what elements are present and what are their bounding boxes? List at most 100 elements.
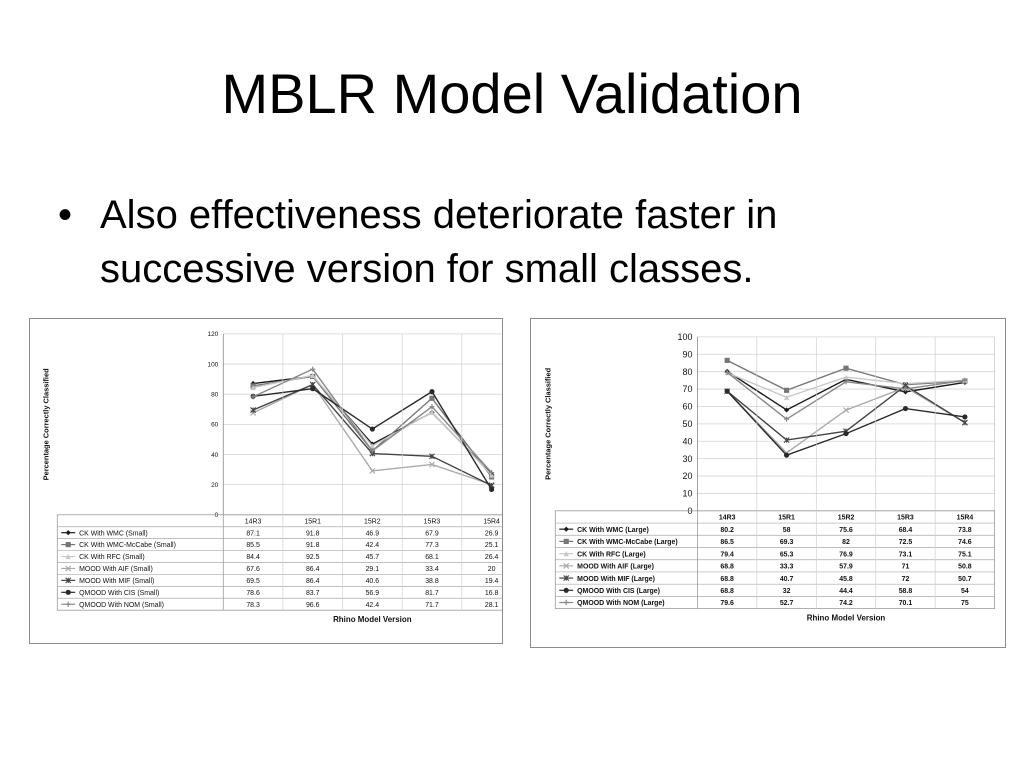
chart-1-legend-marker — [563, 551, 569, 557]
chart-1-data-label: 68.8 — [720, 564, 734, 571]
chart-0-y-tick-label: 60 — [211, 422, 219, 429]
chart-0-data-label: 77.3 — [425, 542, 439, 549]
chart-0-y-tick-label: 20 — [211, 482, 219, 489]
bullet-dot-icon: • — [58, 193, 73, 237]
chart-1-data-label: 74.2 — [839, 600, 853, 607]
chart-0-legend-entry: QMOOD With CIS (Small) — [79, 590, 159, 597]
chart-1-data-label: 75.1 — [958, 551, 972, 558]
chart-1-data-point — [962, 377, 968, 383]
chart-1-legend-entry: QMOOD With CIS (Large) — [577, 588, 660, 595]
chart-0-category-label: 14R3 — [245, 518, 262, 525]
chart-0-y-tick-label: 80 — [211, 391, 219, 398]
chart-1-data-point — [902, 389, 909, 395]
chart-1-y-tick-label: 20 — [683, 471, 693, 481]
chart-1-x-axis-label: Rhino Model Version — [807, 614, 886, 623]
chart-0-category-label: 15R1 — [304, 518, 321, 525]
chart-0-data-point — [489, 469, 495, 476]
chart-0-data-point — [369, 448, 375, 454]
chart-1-data-label: 58 — [783, 527, 791, 534]
chart-1-data-point — [724, 357, 730, 363]
chart-0-x-axis-label: Rhino Model Version — [333, 615, 412, 624]
chart-1-data-point — [783, 437, 790, 444]
chart-1-y-tick-label: 60 — [683, 402, 693, 412]
chart-0-series-line — [252, 368, 493, 473]
chart-1-legend-marker — [563, 538, 569, 544]
chart-1-category-label: 15R4 — [957, 515, 974, 522]
chart-1-data-label: 68.8 — [720, 576, 734, 583]
chart-1-data-label: 75.6 — [839, 527, 853, 534]
chart-1-y-tick-label: 100 — [678, 332, 693, 342]
chart-0-data-label: 83.7 — [306, 590, 320, 597]
chart-1-data-point — [843, 379, 849, 385]
chart-1-legend-marker — [563, 526, 569, 532]
chart-1-data-label: 57.9 — [839, 564, 853, 571]
chart-0-data-label: 42.4 — [366, 602, 380, 609]
chart-1-data-label: 82 — [842, 539, 850, 546]
chart-0-category-label: 15R4 — [483, 518, 500, 525]
chart-0-data-label: 78.6 — [246, 590, 260, 597]
chart-0-data-label: 81.7 — [425, 590, 439, 597]
chart-0-data-label: 40.6 — [366, 578, 380, 585]
chart-0-legend-entry: CK With WMC-McCabe (Small) — [79, 542, 176, 549]
chart-1-legend-entry: CK With RFC (Large) — [577, 551, 646, 558]
chart-1-category-label: 15R2 — [838, 515, 855, 522]
chart-0-legend-marker — [65, 530, 71, 536]
chart-0-data-label: 92.5 — [306, 554, 320, 561]
chart-1-data-point — [784, 387, 790, 393]
chart-0-data-label: 87.1 — [246, 530, 260, 537]
chart-1-legend-marker — [563, 599, 569, 606]
chart-0-category-label: 15R3 — [424, 518, 441, 525]
chart-1-data-point — [902, 405, 909, 412]
chart-0-data-label: 56.9 — [366, 590, 380, 597]
chart-0-legend-marker — [65, 577, 72, 584]
chart-1-data-label: 72 — [902, 576, 910, 583]
chart-large-classes: 0 10 20 30 40 50 60 70 80 90 100 Percentage Correct… — [530, 318, 1006, 648]
chart-1-y-tick-label: 30 — [683, 454, 693, 464]
chart-0-data-point — [429, 409, 435, 415]
chart-0-data-label: 46.9 — [366, 530, 380, 537]
chart-1-data-point — [843, 374, 849, 380]
chart-0-data-point — [428, 461, 435, 468]
chart-0-legend-entry: CK With WMC (Small) — [79, 530, 148, 537]
chart-0-legend-marker — [65, 565, 72, 572]
chart-0-data-label: 20 — [488, 566, 496, 573]
chart-0-data-label: 29.1 — [366, 566, 380, 573]
chart-1-y-tick-label: 10 — [683, 489, 693, 499]
chart-1-data-label: 52.7 — [780, 600, 794, 607]
chart-0-legend-marker — [65, 589, 71, 595]
chart-0-data-label: 25.1 — [485, 542, 499, 549]
chart-1-data-label: 80.2 — [720, 527, 734, 534]
chart-0-data-label: 67.9 — [425, 530, 439, 537]
chart-0-data-point — [429, 404, 435, 410]
chart-0-series-line — [252, 374, 493, 476]
chart-0-data-label: 85.5 — [246, 542, 260, 549]
chart-0-legend-entry: MOOD With AIF (Small) — [79, 566, 153, 573]
chart-1-data-label: 58.8 — [899, 588, 913, 595]
chart-1-legend-entry: CK With WMC (Large) — [577, 527, 649, 534]
chart-0-y-tick-label: 100 — [208, 361, 219, 368]
chart-0-data-point — [310, 372, 316, 378]
chart-0-data-label: 96.6 — [306, 602, 320, 609]
chart-0-legend-entry: MOOD With MIF (Small) — [79, 578, 154, 585]
chart-1-data-label: 33.3 — [780, 564, 794, 571]
chart-0-data-point — [250, 394, 256, 400]
chart-0-data-label: 16.8 — [485, 590, 499, 597]
chart-0-data-label: 68.1 — [425, 554, 439, 561]
chart-1-legend-entry: MOOD With AIF (Large) — [577, 564, 654, 571]
chart-0-data-label: 69.5 — [246, 578, 260, 585]
chart-0-data-point — [369, 426, 375, 432]
chart-1-data-label: 54 — [961, 588, 969, 595]
chart-1-legend-entry: MOOD With MIF (Large) — [577, 576, 655, 583]
chart-1-y-axis-label: Percentage Correctly Classified — [543, 367, 552, 479]
chart-1-data-point — [961, 419, 968, 426]
chart-0-data-label: 38.8 — [425, 578, 439, 585]
chart-1-data-point — [784, 452, 790, 458]
chart-1-category-label: 15R3 — [897, 515, 914, 522]
chart-0-series-line — [252, 383, 492, 486]
chart-1-data-label: 71 — [902, 564, 910, 571]
chart-1-data-label: 45.8 — [839, 576, 853, 583]
chart-0-data-label: 33.4 — [425, 566, 439, 573]
chart-0-data-label: 78.3 — [246, 602, 260, 609]
chart-0-data-label: 86.4 — [306, 578, 320, 585]
